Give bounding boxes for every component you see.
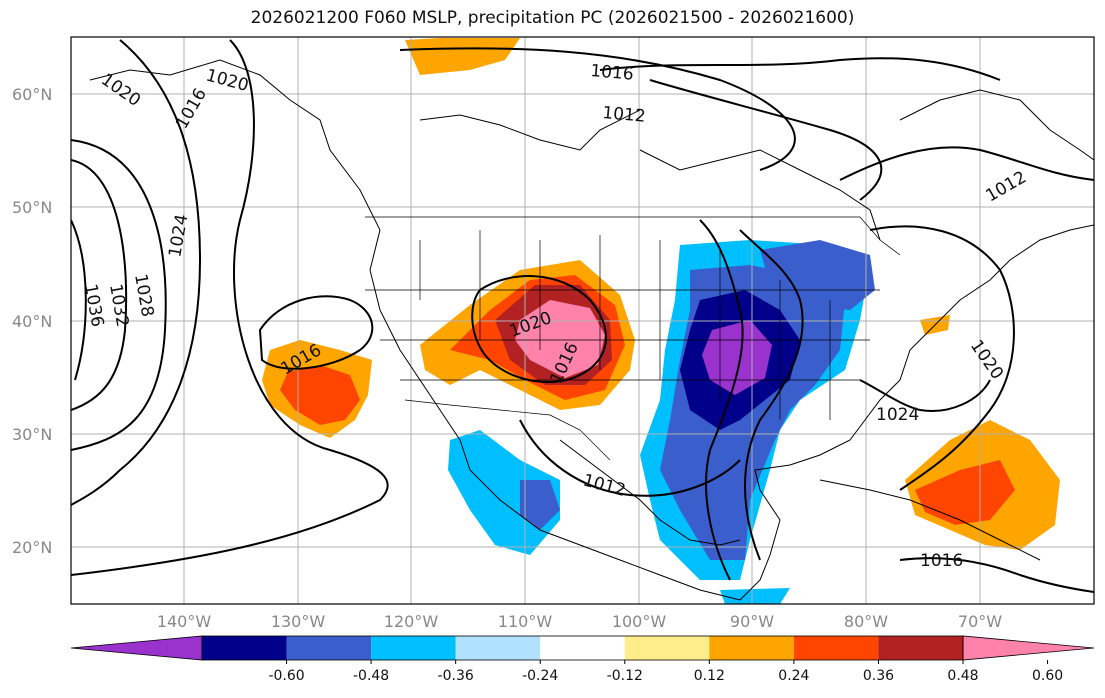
colorbar-extend-max — [962, 635, 1095, 661]
colorbar-swatch — [286, 636, 372, 660]
colorbar-swatch — [624, 636, 710, 660]
lat-label: 40°N — [12, 312, 52, 331]
colorbar-label: -0.24 — [522, 668, 558, 684]
colorbar-label: -0.36 — [438, 668, 474, 684]
plot-frame — [70, 36, 1095, 605]
colorbar-label: -0.48 — [353, 668, 389, 684]
colorbar-label: 0.24 — [778, 668, 809, 684]
colorbar-label: 0.36 — [863, 668, 894, 684]
lon-label: 120°W — [384, 612, 439, 631]
colorbar-label: 0.48 — [947, 668, 978, 684]
precip-region — [405, 38, 520, 75]
coastlines — [89, 59, 1094, 601]
colorbar-swatch — [371, 636, 456, 660]
precip-shading — [262, 38, 1060, 604]
colorbar-extend-min — [70, 635, 203, 661]
precip-region — [520, 480, 560, 530]
lat-label: 50°N — [12, 198, 52, 217]
colorbar-swatch — [455, 636, 541, 660]
lat-label: 30°N — [12, 425, 52, 444]
lat-label: 20°N — [12, 538, 52, 557]
isobar-label: 1012 — [602, 103, 647, 127]
latitude-labels: 60°N 50°N 40°N 30°N 20°N — [12, 85, 52, 557]
lon-label: 80°W — [844, 612, 888, 631]
colorbar-swatch — [709, 636, 794, 660]
colorbar-label: 0.12 — [694, 668, 725, 684]
political-borders — [365, 216, 901, 461]
colorbar: -0.60 -0.48 -0.36 -0.24 -0.12 0.12 0.24 0.36 0.4… — [70, 635, 1095, 684]
graticule — [71, 37, 1094, 604]
map-title: 2026021200 F060 MSLP, precipitation PC (… — [250, 8, 855, 28]
isobar-label: 1024 — [876, 405, 919, 425]
isobar-label: 1016 — [590, 61, 635, 85]
isobars — [71, 39, 1094, 593]
colorbar-swatch — [878, 636, 963, 660]
precip-region — [515, 300, 605, 378]
lon-label: 110°W — [498, 612, 553, 631]
lon-label: 70°W — [958, 612, 1002, 631]
longitude-labels: 140°W 130°W 120°W 110°W 100°W 90°W 80°W … — [157, 612, 1002, 631]
lon-label: 90°W — [730, 612, 774, 631]
colorbar-label: 0.60 — [1032, 668, 1063, 684]
lon-label: 100°W — [612, 612, 667, 631]
colorbar-label: -0.12 — [607, 668, 643, 684]
colorbar-label: -0.60 — [268, 668, 304, 684]
colorbar-frame — [201, 635, 964, 661]
colorbar-swatch — [540, 636, 625, 660]
precip-region — [280, 365, 360, 425]
precip-region — [760, 240, 875, 310]
lon-label: 140°W — [157, 612, 212, 631]
isobar-label: 1016 — [920, 551, 963, 571]
lat-label: 60°N — [12, 85, 52, 104]
precip-region — [720, 588, 790, 604]
lon-label: 130°W — [271, 612, 326, 631]
precip-region — [915, 460, 1015, 525]
colorbar-swatch — [202, 636, 287, 660]
precip-region — [702, 320, 772, 395]
colorbar-swatch — [793, 636, 879, 660]
